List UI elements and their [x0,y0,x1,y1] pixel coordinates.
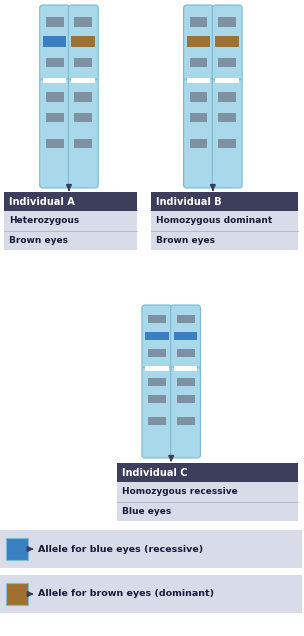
Bar [177,417,195,425]
Text: Allele for blue eyes (recessive): Allele for blue eyes (recessive) [38,544,203,553]
Bar [189,17,207,27]
Bar [218,58,236,67]
Text: Homozygous recessive: Homozygous recessive [122,487,238,496]
Text: Heterozygous: Heterozygous [9,216,79,225]
Bar [151,211,298,231]
Bar [74,17,92,27]
Bar [174,366,198,371]
Bar [148,378,166,387]
Bar [218,139,236,148]
Bar [145,331,169,340]
Bar [46,139,64,148]
FancyBboxPatch shape [171,305,200,370]
Bar [174,331,198,340]
Text: Individual C: Individual C [122,467,188,478]
Bar [151,231,298,250]
Text: Homozygous dominant: Homozygous dominant [156,216,272,225]
Bar [43,36,67,47]
Bar [74,92,92,102]
FancyBboxPatch shape [184,79,213,188]
FancyBboxPatch shape [142,305,172,370]
Bar [43,78,67,83]
Text: Brown eyes: Brown eyes [156,236,215,245]
Bar [189,139,207,148]
Bar [148,396,166,403]
Bar [46,92,64,102]
Bar [74,113,92,123]
Text: Allele for brown eyes (dominant): Allele for brown eyes (dominant) [38,590,214,598]
Bar [74,139,92,148]
FancyBboxPatch shape [68,79,98,188]
Bar [46,58,64,67]
Bar [177,315,195,324]
Bar [148,349,166,357]
Bar [177,396,195,403]
FancyBboxPatch shape [142,367,172,458]
FancyBboxPatch shape [184,5,213,82]
Bar [145,366,169,371]
Bar [215,36,239,47]
FancyBboxPatch shape [68,5,98,82]
FancyBboxPatch shape [40,5,70,82]
Bar [71,78,95,83]
Text: Blue eyes: Blue eyes [122,507,171,516]
Bar [6,583,28,605]
FancyBboxPatch shape [212,79,242,188]
Bar [117,482,298,502]
Bar [177,378,195,387]
Text: Individual B: Individual B [156,197,221,207]
Bar [4,211,137,231]
Bar [151,192,298,211]
Bar [0,575,302,613]
Text: Individual A: Individual A [9,197,75,207]
Bar [189,113,207,123]
Bar [46,17,64,27]
Bar [117,502,298,521]
Bar [218,113,236,123]
Bar [177,349,195,357]
Bar [187,36,210,47]
FancyBboxPatch shape [212,5,242,82]
Bar [187,78,210,83]
FancyBboxPatch shape [40,79,70,188]
Bar [148,417,166,425]
Bar [4,231,137,250]
FancyBboxPatch shape [171,367,200,458]
Bar [215,78,239,83]
Bar [189,58,207,67]
Bar [6,538,28,560]
Bar [74,58,92,67]
Bar [117,463,298,482]
Text: Brown eyes: Brown eyes [9,236,68,245]
Bar [71,36,95,47]
Bar [148,315,166,324]
Bar [218,17,236,27]
Bar [189,92,207,102]
Bar [218,92,236,102]
Bar [46,113,64,123]
Bar [4,192,137,211]
Bar [0,530,302,568]
